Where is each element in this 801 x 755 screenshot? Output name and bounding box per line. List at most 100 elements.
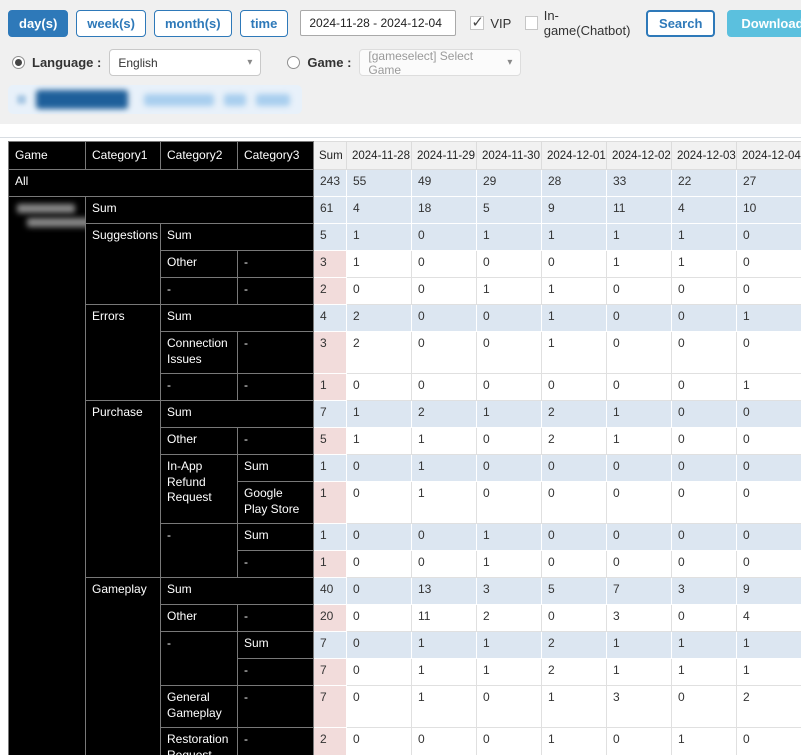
value-cell: 1	[346, 400, 412, 428]
value-cell: 0	[346, 685, 412, 728]
category-label-cell: Sum	[237, 631, 314, 659]
category-label-cell: -	[160, 523, 238, 578]
value-cell: 1	[346, 427, 412, 455]
filter-row-redacted	[8, 85, 793, 114]
category-label-cell: Errors	[85, 304, 161, 401]
value-cell: 13	[411, 577, 477, 605]
value-cell: 0	[736, 523, 801, 551]
value-cell: 0	[736, 331, 801, 374]
game-select-value: [gameselect] Select Game	[368, 48, 474, 77]
value-cell: 1	[476, 223, 542, 251]
value-cell: 1	[411, 427, 477, 455]
value-cell: 0	[541, 550, 607, 578]
sum-cell: 1	[313, 454, 347, 482]
redacted-button[interactable]	[36, 90, 128, 109]
category-label-cell: Sum	[237, 523, 314, 551]
value-cell: 0	[671, 685, 737, 728]
sum-cell: 40	[313, 577, 347, 605]
category-label-cell: Sum	[160, 577, 314, 605]
category-label-cell: Other	[160, 604, 238, 632]
search-button[interactable]: Search	[646, 9, 716, 37]
value-cell: 0	[476, 685, 542, 728]
value-cell: 0	[476, 427, 542, 455]
sum-cell: 2	[313, 277, 347, 305]
value-cell: 0	[476, 454, 542, 482]
value-cell: 7	[606, 577, 672, 605]
value-cell: 2	[736, 685, 801, 728]
value-cell: 0	[411, 250, 477, 278]
value-cell: 0	[346, 277, 412, 305]
value-cell: 1	[476, 631, 542, 659]
column-header: Category3	[237, 141, 314, 170]
category-label-cell: Sum	[160, 400, 314, 428]
value-cell: 1	[476, 658, 542, 686]
language-select-value: English	[118, 55, 158, 70]
value-cell: 0	[346, 727, 412, 755]
column-header: Game	[8, 141, 86, 170]
value-cell: 0	[606, 727, 672, 755]
value-cell: 11	[606, 196, 672, 224]
value-cell: 0	[606, 523, 672, 551]
value-cell: 0	[411, 304, 477, 332]
value-cell: 1	[476, 550, 542, 578]
value-cell: 0	[411, 331, 477, 374]
value-cell: 27	[736, 169, 801, 197]
period-button-weeks[interactable]: week(s)	[76, 9, 146, 37]
value-cell: 1	[671, 658, 737, 686]
value-cell: 1	[736, 373, 801, 401]
category-label-cell: -	[237, 373, 314, 401]
ingame-checkbox[interactable]	[525, 16, 538, 30]
value-cell: 0	[736, 223, 801, 251]
sum-cell: 61	[313, 196, 347, 224]
category-label-cell: -	[237, 685, 314, 728]
sum-cell: 3	[313, 331, 347, 374]
value-cell: 1	[541, 223, 607, 251]
period-button-time[interactable]: time	[239, 9, 289, 37]
redacted-text	[256, 93, 290, 106]
value-cell: 0	[476, 373, 542, 401]
vip-checkbox[interactable]	[470, 13, 485, 31]
value-cell: 1	[736, 658, 801, 686]
value-cell: 1	[476, 400, 542, 428]
language-select[interactable]: English ▾	[109, 49, 262, 76]
value-cell: 0	[736, 550, 801, 578]
value-cell: 0	[346, 454, 412, 482]
vip-label: VIP	[490, 15, 512, 31]
table-row: Errors Sum 4 2 0 0 1 0 0 1	[9, 304, 801, 401]
value-cell: 1	[411, 454, 477, 482]
category-label-cell: General Gameplay	[160, 685, 238, 728]
value-cell: 0	[541, 373, 607, 401]
value-cell: 1	[346, 250, 412, 278]
value-cell: 1	[541, 304, 607, 332]
value-cell: 0	[476, 304, 542, 332]
sum-cell: 7	[313, 400, 347, 428]
value-cell: 4	[671, 196, 737, 224]
period-button-days[interactable]: day(s)	[8, 9, 69, 37]
value-cell: 2	[541, 400, 607, 428]
column-header: Category2	[160, 141, 238, 170]
vip-checkbox-group: VIP	[470, 13, 512, 31]
category-label-cell: Restoration Request	[160, 727, 238, 755]
value-cell: 1	[476, 523, 542, 551]
language-radio[interactable]	[12, 56, 25, 69]
download-button[interactable]: Download	[727, 9, 801, 37]
category-label-cell: Google Play Store	[237, 481, 314, 524]
value-cell: 0	[606, 304, 672, 332]
category-label-cell: Purchase	[85, 400, 161, 578]
category-label-cell: All	[8, 169, 314, 197]
value-cell: 33	[606, 169, 672, 197]
date-range-input[interactable]	[300, 10, 457, 36]
chevron-down-icon: ▾	[507, 57, 513, 68]
redacted-text	[224, 93, 246, 106]
value-cell: 0	[671, 523, 737, 551]
language-label: Language :	[32, 55, 102, 70]
value-cell: 0	[411, 523, 477, 551]
game-select[interactable]: [gameselect] Select Game ▾	[359, 48, 522, 77]
value-cell: 0	[671, 331, 737, 374]
sum-cell: 7	[313, 631, 347, 659]
period-button-months[interactable]: month(s)	[154, 9, 232, 37]
value-cell: 3	[606, 685, 672, 728]
value-cell: 3	[476, 577, 542, 605]
column-header: 2024-11-28	[346, 141, 412, 170]
game-radio[interactable]	[287, 56, 301, 69]
